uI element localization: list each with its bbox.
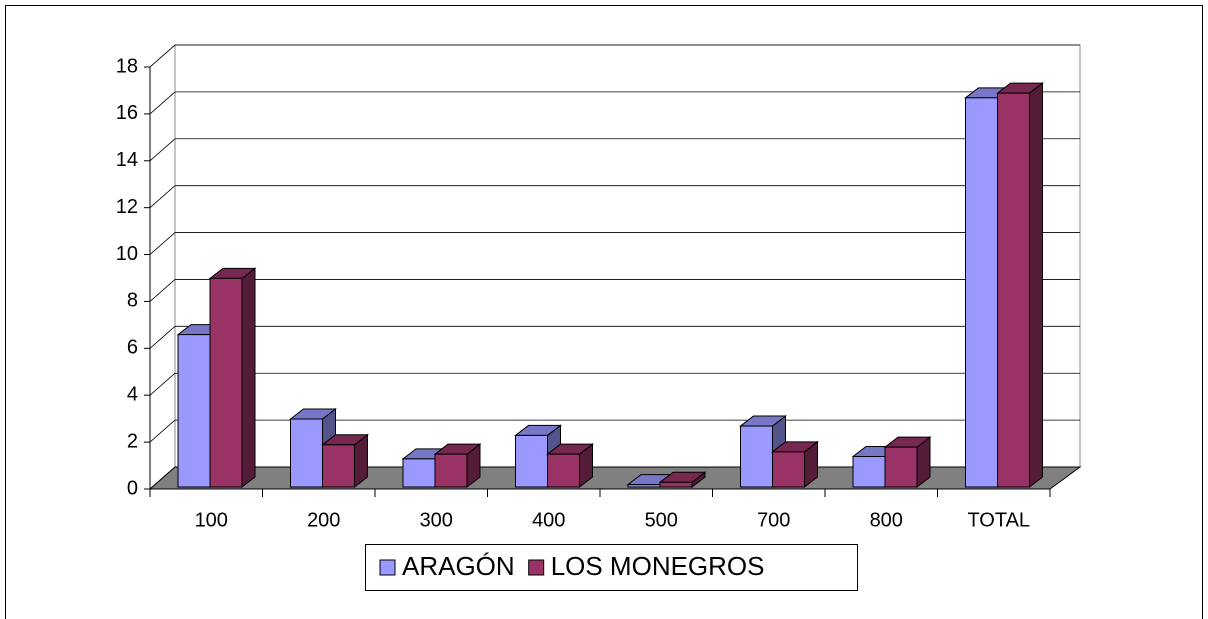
legend-label: ARAGÓN [402, 551, 515, 581]
legend-box [365, 544, 858, 591]
grid-line [149, 44, 176, 68]
y-tick-label: 12 [116, 196, 138, 218]
bars [176, 82, 1044, 489]
grid-line [149, 279, 176, 302]
bar [290, 418, 323, 488]
grid-line [149, 91, 176, 115]
bar [884, 446, 918, 488]
x-tick-label: TOTAL [967, 509, 1030, 531]
y-tick-label: 10 [116, 243, 138, 265]
labels: 0 2 4 6 8 10 12 14 16 18 100 200 300 400 500 700 800 TOTA… [116, 55, 1030, 531]
grid-line [149, 372, 176, 396]
y-tick-label: 18 [116, 55, 138, 77]
bar [659, 481, 693, 488]
x-tick-label: 700 [757, 509, 790, 531]
y-tick-label: 2 [127, 430, 138, 452]
bar [434, 453, 468, 488]
bar [965, 97, 998, 488]
bar [322, 444, 355, 488]
legend-swatch [528, 559, 545, 576]
y-tick-label: 8 [127, 290, 138, 312]
y-tick-label: 6 [127, 337, 138, 359]
bar [740, 425, 773, 488]
x-tick-label: 400 [532, 509, 565, 531]
x-tick-label: 100 [195, 509, 228, 531]
x-tick-label: 300 [420, 509, 453, 531]
y-tick-label: 4 [127, 384, 138, 406]
legend: ARAGÓN LOS MONEGROS [379, 551, 765, 581]
legend-swatch [379, 559, 396, 576]
bar [627, 484, 661, 488]
bar [515, 434, 548, 488]
x-tick-label: 200 [307, 509, 340, 531]
bar [177, 334, 211, 488]
legend-label: LOS MONEGROS [551, 551, 765, 581]
grid-line [149, 326, 176, 349]
grid [144, 44, 1080, 497]
bar-side [241, 267, 256, 489]
x-tick-label: 800 [870, 509, 903, 531]
bar [547, 453, 580, 488]
bar [772, 451, 805, 488]
y-tick-label: 0 [127, 477, 138, 499]
grid-line [149, 419, 176, 443]
back-wall [174, 44, 1081, 468]
bar-side [1029, 82, 1043, 489]
side-wall [149, 43, 176, 491]
grid-line [149, 232, 176, 255]
bar [852, 456, 886, 488]
bar [402, 458, 436, 488]
grid-line [149, 185, 176, 208]
bar [209, 277, 243, 488]
y-tick-label: 16 [116, 102, 138, 124]
bar [997, 92, 1030, 488]
x-tick-label: 500 [645, 509, 678, 531]
grid-line [149, 138, 176, 162]
y-tick-label: 14 [116, 149, 138, 171]
floor [148, 466, 1082, 490]
